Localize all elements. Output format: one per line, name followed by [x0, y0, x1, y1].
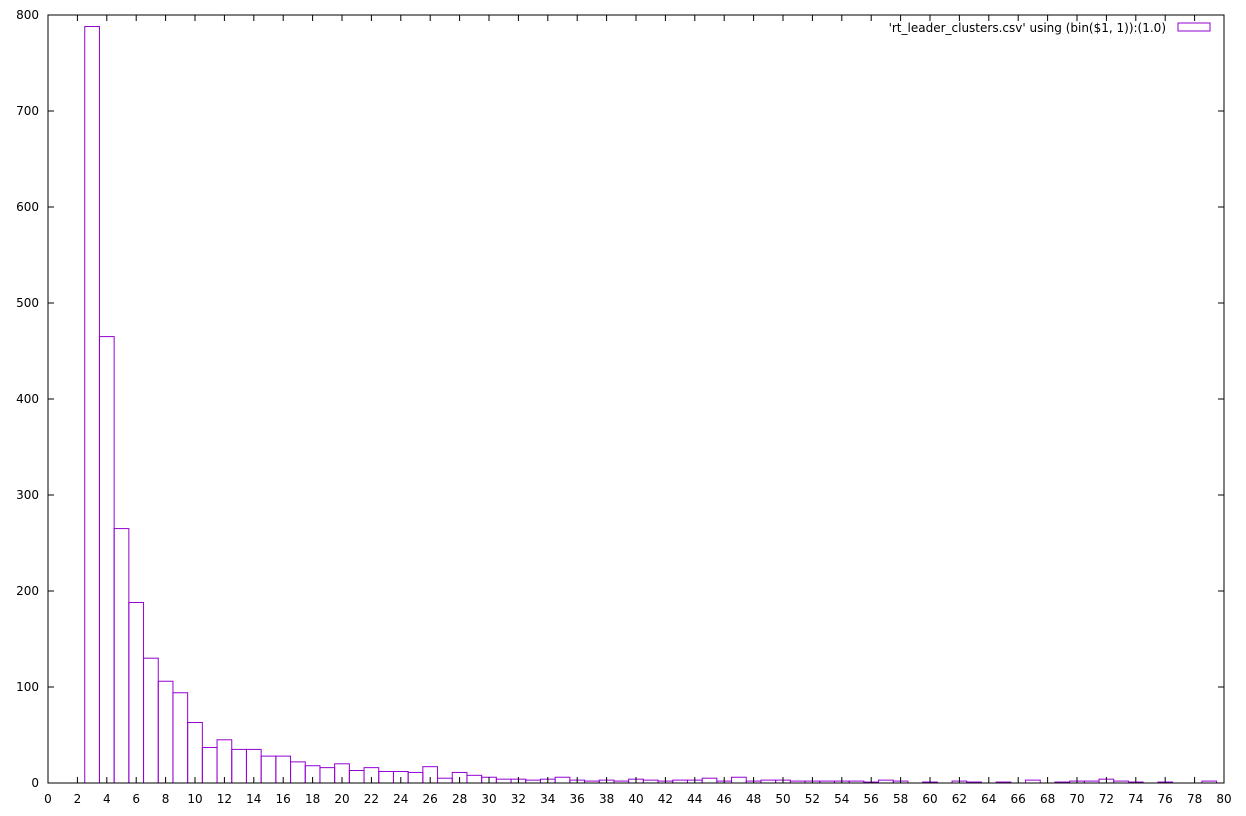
- x-tick-label: 14: [246, 792, 261, 806]
- histogram-bar: [128, 602, 145, 784]
- histogram-bar: [84, 26, 100, 784]
- histogram-bar: [143, 657, 159, 784]
- x-tick-label: 0: [44, 792, 52, 806]
- y-tick-label: 300: [16, 488, 39, 502]
- y-tick-label: 500: [16, 296, 39, 310]
- legend-swatch: [1177, 22, 1211, 32]
- histogram-bar: [187, 722, 203, 784]
- ticks-layer: 0 2 4 6 8 10 12 14 16 18 20 22 24 26 28 30 32 34 36 38 40 42 4…: [16, 8, 1232, 806]
- x-tick-label: 18: [305, 792, 320, 806]
- x-tick-label: 40: [628, 792, 643, 806]
- x-tick-label: 24: [393, 792, 408, 806]
- x-tick-label: 52: [805, 792, 820, 806]
- x-tick-label: 8: [162, 792, 170, 806]
- histogram-bar: [466, 774, 483, 784]
- x-tick-label: 66: [1011, 792, 1026, 806]
- x-tick-label: 76: [1158, 792, 1173, 806]
- x-tick-label: 36: [570, 792, 585, 806]
- histogram-bar: [348, 770, 365, 784]
- x-tick-label: 2: [74, 792, 82, 806]
- x-tick-label: 4: [103, 792, 111, 806]
- histogram-bar: [172, 692, 189, 784]
- histogram-bar: [495, 778, 512, 784]
- histogram-bar: [407, 771, 424, 784]
- histogram-bar: [113, 528, 130, 784]
- x-tick-label: 20: [334, 792, 349, 806]
- histogram-bar: [701, 777, 718, 784]
- x-tick-label: 16: [276, 792, 291, 806]
- x-tick-label: 12: [217, 792, 232, 806]
- x-tick-label: 72: [1099, 792, 1114, 806]
- legend-label: 'rt_leader_clusters.csv' using (bin($1, …: [889, 21, 1166, 35]
- y-tick-label: 800: [16, 8, 39, 22]
- x-tick-label: 44: [687, 792, 702, 806]
- x-tick-label: 42: [658, 792, 673, 806]
- x-tick-label: 70: [1069, 792, 1084, 806]
- x-tick-label: 26: [423, 792, 438, 806]
- x-tick-label: 62: [952, 792, 967, 806]
- y-tick-label: 0: [31, 776, 39, 790]
- x-tick-label: 68: [1040, 792, 1055, 806]
- histogram-bar: [157, 680, 174, 784]
- y-tick-label: 200: [16, 584, 39, 598]
- x-tick-label: 34: [540, 792, 555, 806]
- y-tick-label: 600: [16, 200, 39, 214]
- x-tick-label: 50: [775, 792, 790, 806]
- x-tick-label: 64: [981, 792, 996, 806]
- x-tick-label: 38: [599, 792, 614, 806]
- y-tick-label: 100: [16, 680, 39, 694]
- x-tick-label: 32: [511, 792, 526, 806]
- x-tick-label: 48: [746, 792, 761, 806]
- x-tick-label: 60: [922, 792, 937, 806]
- x-tick-label: 78: [1187, 792, 1202, 806]
- histogram-bar: [437, 777, 453, 784]
- histogram-bar: [260, 755, 277, 784]
- histogram-bar: [231, 748, 247, 784]
- bars-layer: [84, 26, 1218, 784]
- histogram-bar: [201, 746, 218, 784]
- x-tick-label: 56: [864, 792, 879, 806]
- x-tick-label: 46: [717, 792, 732, 806]
- x-tick-label: 58: [893, 792, 908, 806]
- y-tick-label: 700: [16, 104, 39, 118]
- histogram-bar: [290, 761, 306, 784]
- histogram-bar: [98, 336, 115, 784]
- x-tick-label: 28: [452, 792, 467, 806]
- histogram-bar: [554, 776, 571, 784]
- x-tick-label: 6: [132, 792, 140, 806]
- histogram-bar: [731, 776, 747, 784]
- x-tick-label: 54: [834, 792, 849, 806]
- x-tick-label: 22: [364, 792, 379, 806]
- x-tick-label: 80: [1216, 792, 1231, 806]
- histogram-bar: [378, 770, 394, 784]
- x-tick-label: 74: [1128, 792, 1143, 806]
- histogram-bar: [216, 739, 233, 784]
- x-tick-label: 10: [187, 792, 202, 806]
- plot-frame: [47, 14, 1225, 784]
- legend: 'rt_leader_clusters.csv' using (bin($1, …: [889, 21, 1211, 35]
- x-tick-label: 30: [481, 792, 496, 806]
- y-tick-label: 400: [16, 392, 39, 406]
- histogram-bar: [319, 767, 336, 784]
